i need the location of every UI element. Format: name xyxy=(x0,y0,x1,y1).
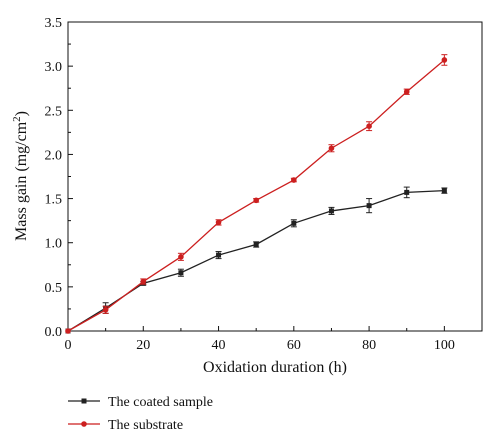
series-substrate xyxy=(65,54,448,334)
legend-marker-coated xyxy=(81,398,87,404)
y-tick-label: 1.5 xyxy=(45,193,63,208)
data-point xyxy=(366,123,372,129)
x-tick-label: 100 xyxy=(434,338,455,353)
data-point xyxy=(216,252,222,258)
x-axis-title: Oxidation duration (h) xyxy=(203,359,347,376)
data-point xyxy=(253,241,259,247)
series-layer xyxy=(65,54,448,334)
data-point xyxy=(291,177,297,183)
y-axis-title-sup: 2 xyxy=(11,116,23,122)
data-point xyxy=(403,88,410,95)
y-tick-label: 3.0 xyxy=(45,60,63,75)
x-tick-label: 40 xyxy=(212,338,226,353)
data-point xyxy=(328,208,334,214)
data-point xyxy=(291,220,297,226)
data-point xyxy=(366,203,372,209)
legend-label-substrate: The substrate xyxy=(108,418,183,433)
series-line xyxy=(67,59,445,332)
data-point xyxy=(328,145,335,152)
legend: The coated sample The substrate xyxy=(68,395,213,433)
y-axis-title: Mass gain (mg/cm2) xyxy=(11,111,30,241)
plot-frame xyxy=(67,21,483,332)
y-axis-title-main: Mass gain (mg/cm xyxy=(13,121,30,241)
y-tick-label: 2.0 xyxy=(45,148,63,163)
series-line xyxy=(67,189,445,332)
x-axis-ticks: 0 20 40 60 80 100 xyxy=(65,326,455,353)
y-tick-label: 2.5 xyxy=(45,104,63,119)
y-tick-label: 3.5 xyxy=(45,16,63,31)
data-point xyxy=(404,189,410,195)
y-tick-label: 0.0 xyxy=(45,325,63,340)
data-point xyxy=(178,270,184,276)
data-point xyxy=(215,219,222,226)
y-tick-label: 1.0 xyxy=(45,237,63,252)
data-point xyxy=(65,328,71,334)
data-point xyxy=(253,197,259,204)
data-point xyxy=(140,278,147,285)
series-coated-sample xyxy=(65,186,448,334)
legend-marker-substrate xyxy=(81,421,87,427)
data-point xyxy=(441,188,447,194)
data-point xyxy=(178,254,184,260)
x-tick-label: 80 xyxy=(362,338,376,353)
data-point xyxy=(441,57,448,63)
y-axis-title-end: ) xyxy=(13,111,30,116)
x-tick-label: 0 xyxy=(65,338,72,353)
y-tick-label: 0.5 xyxy=(45,281,63,296)
x-tick-label: 20 xyxy=(136,338,150,353)
legend-label-coated: The coated sample xyxy=(108,395,213,410)
y-axis-ticks: 0.0 0.5 1.0 1.5 2.0 2.5 3.0 3.5 xyxy=(45,16,73,340)
x-tick-label: 60 xyxy=(287,338,301,353)
data-point xyxy=(102,307,109,313)
